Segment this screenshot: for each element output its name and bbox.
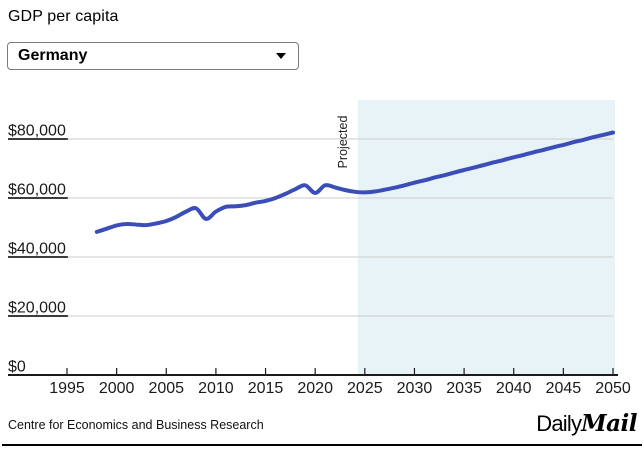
x-axis-label: 2035 [446, 380, 482, 397]
x-axis-label: 2050 [595, 380, 631, 397]
x-axis-label: 2025 [347, 380, 383, 397]
dailymail-logo-daily: Daily [536, 411, 582, 436]
country-select-value: Germany [18, 47, 88, 64]
x-axis-label: 2020 [297, 380, 333, 397]
footer-divider [2, 444, 642, 446]
x-axis-label: 2005 [148, 380, 184, 397]
x-axis-label: 2010 [198, 380, 234, 397]
x-axis-label: 2000 [99, 380, 135, 397]
x-axis-label: 2015 [248, 380, 284, 397]
dailymail-logo: Daily Mail [536, 410, 637, 437]
projected-label: Projected [336, 116, 350, 169]
y-axis-label: $60,000 [8, 182, 66, 199]
x-axis-label: 1995 [49, 380, 85, 397]
germany-gdp-line [94, 130, 615, 234]
projection-region [357, 100, 615, 375]
y-axis-label: $20,000 [8, 300, 66, 317]
source-credit: Centre for Economics and Business Resear… [8, 418, 264, 432]
chevron-down-icon [276, 53, 286, 59]
page-title: GDP per capita [8, 8, 119, 25]
dailymail-logo-mail: Mail [581, 410, 637, 437]
y-axis-label: $80,000 [8, 123, 66, 140]
y-axis-label: $0 [8, 359, 26, 376]
x-axis-label: 2040 [496, 380, 532, 397]
x-axis-label: 2045 [546, 380, 582, 397]
y-axis-label: $40,000 [8, 241, 66, 258]
x-axis-label: 2030 [397, 380, 433, 397]
country-select[interactable]: Germany [7, 42, 299, 70]
